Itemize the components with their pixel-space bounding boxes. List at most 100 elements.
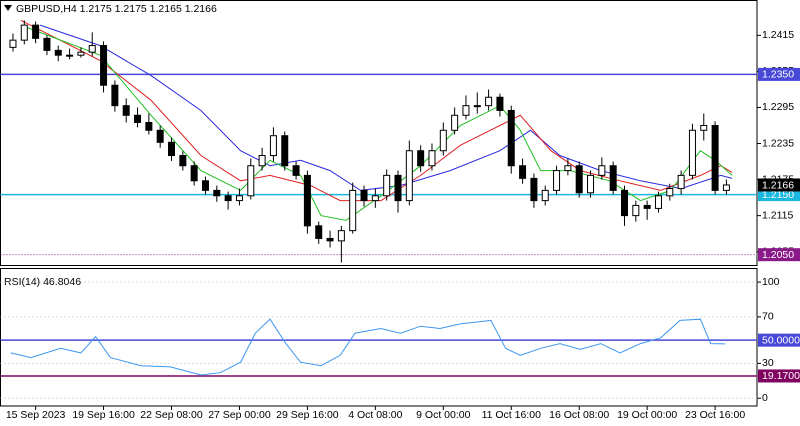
y-tick-label: 70 [762,311,774,323]
candle-body [315,225,323,239]
candle-body [269,135,277,157]
x-tick-label: 22 Sep 08:00 [140,409,203,421]
x-tick-label: 11 Oct 16:00 [482,409,542,421]
rsi-title: RSI(14) 46.8046 [4,276,81,288]
x-tick-label: 23 Oct 16:00 [685,409,745,421]
level-label: 50.0000 [762,334,800,346]
candle-body [620,189,628,217]
candle-body [145,121,153,131]
candle-body [156,129,164,143]
moving-average [20,19,733,202]
candle-body [134,114,142,123]
candle-body [371,195,379,202]
candle-body [9,39,17,48]
candle-body [122,105,130,116]
candle-body [451,114,459,131]
candle-body [564,165,572,172]
y-tick-label: 1.2415 [762,29,794,41]
candle-body [462,105,470,116]
symbol-menu-icon [4,5,12,11]
candle-body [507,109,515,167]
candle-body [405,150,413,202]
candle-body [575,165,583,194]
candle-body [654,195,662,209]
y-tick-label: 1.2295 [762,101,794,113]
candle-body [224,195,232,202]
candle-body [111,84,119,107]
chart-title: GBPUSD,H4 1.2175 1.2175 1.2165 1.2166 [16,3,217,15]
price-panel [0,0,758,266]
level-label: 1.2166 [762,179,794,191]
candle-body [20,24,28,41]
candle-body [417,150,425,167]
candle-body [553,170,561,191]
level-label-box [758,369,800,383]
candle-body [598,165,606,176]
candle-body [394,174,402,202]
level-label-box [758,178,800,192]
candle-body [541,189,549,202]
x-tick-label: 27 Sep 00:00 [208,409,271,421]
level-label: 19.1700 [762,370,800,382]
x-tick-label: 19 Oct 00:00 [617,409,677,421]
y-tick-label: 0 [762,392,768,404]
candle-body [383,174,391,197]
candle-body [303,174,311,227]
candle-body [32,24,40,39]
candle-body [632,204,640,217]
candle-body [281,135,289,167]
candle-body [337,230,345,242]
candle-body [43,37,51,51]
x-tick-label: 15 Sep 2023 [6,409,66,421]
candle-body [519,165,527,179]
y-tick-label: 100 [762,276,780,288]
candle-body [190,165,198,182]
y-tick-label: 30 [762,357,774,369]
x-tick-label: 19 Sep 16:00 [72,409,135,421]
candle-body [711,124,719,191]
candle-body [722,184,730,191]
x-tick-label: 4 Oct 08:00 [348,409,402,421]
candle-body [247,165,255,197]
candle-body [77,51,85,56]
candle-body [439,129,447,152]
candle-body [179,155,187,167]
candle-body [258,155,266,167]
candle-body [201,180,209,191]
level-label: 1.2150 [762,189,794,201]
candle-body [168,141,176,157]
candle-body [485,96,493,107]
level-label: 1.2050 [762,249,794,261]
candle-body [473,105,481,108]
candle-body [292,165,300,176]
x-tick-label: 29 Sep 16:00 [276,409,339,421]
candle-body [213,189,221,197]
candle-body [360,189,368,202]
candle-body [700,124,708,131]
candle-body [677,174,685,190]
level-label: 1.2350 [762,69,794,81]
rsi-panel [0,268,758,407]
candle-body [54,49,62,56]
y-tick-label: 1.2235 [762,137,794,149]
candle-body [688,129,696,176]
candle-body [428,150,436,167]
level-label-box [758,67,800,81]
candle-body [530,177,538,202]
candle-body [496,96,504,111]
candle-body [609,165,617,191]
candle-body [235,195,243,202]
level-label-box [758,333,800,347]
candle-body [100,45,108,86]
x-tick-label: 16 Oct 08:00 [549,409,609,421]
rsi-line [10,318,726,376]
candle-body [643,204,651,209]
y-tick-label: 1.2115 [762,209,793,221]
level-label-box [758,248,800,262]
candle-body [666,188,674,197]
candle-body [88,45,96,53]
candle-body [66,54,74,57]
candle-body [326,237,334,242]
candle-body [587,174,595,194]
